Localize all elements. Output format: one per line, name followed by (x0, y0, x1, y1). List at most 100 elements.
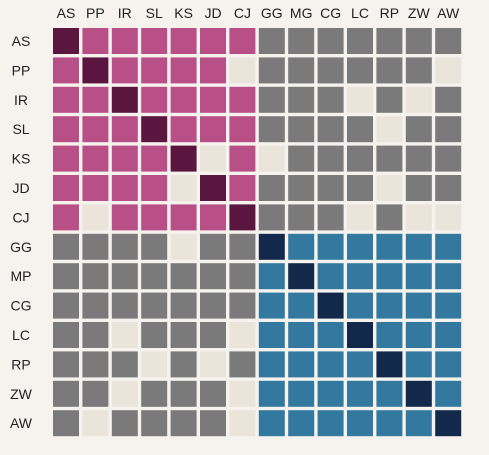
matrix-cell-rp-pp (82, 351, 109, 378)
column-label: ZW (408, 5, 431, 21)
matrix-cell-gg-ks (170, 233, 197, 260)
matrix-cell-pp-jd (200, 57, 226, 84)
column-label: GG (261, 5, 283, 21)
row-label: JD (12, 180, 29, 196)
column-label: MG (290, 5, 313, 21)
matrix-cell-cj-as (53, 204, 79, 231)
matrix-cell-ir-jd (200, 86, 226, 113)
matrix-cell-cj-ks (170, 204, 197, 231)
row-label: MP (11, 268, 32, 284)
matrix-cell-cj-rp (376, 204, 403, 231)
matrix-cell-cg-aw (435, 292, 462, 319)
matrix-cell-mp-cj (229, 263, 256, 290)
matrix-cell-mp-sl (141, 263, 168, 290)
matrix-cell-ks-mg (288, 145, 315, 172)
column-label: RP (380, 5, 399, 21)
matrix-cell-pp-lc (347, 57, 373, 84)
matrix-cell-mp-as (53, 263, 79, 290)
matrix-cell-cj-cg (317, 204, 344, 231)
matrix-cell-jd-zw (405, 175, 432, 201)
matrix-cell-aw-lc (347, 410, 373, 437)
matrix-cell-ks-ir (111, 145, 138, 172)
matrix-cell-cg-gg (258, 292, 285, 319)
matrix-cell-ir-zw (405, 86, 432, 113)
matrix-cell-lc-mg (288, 322, 315, 348)
matrix-cell-jd-cg (317, 175, 344, 201)
matrix-cell-zw-pp (82, 380, 109, 407)
matrix-cell-as-ks (170, 28, 197, 54)
matrix-cell-as-gg (258, 28, 285, 54)
matrix-cell-aw-zw (405, 410, 432, 437)
matrix-cell-ks-sl (141, 145, 168, 172)
matrix-cell-lc-cj (229, 322, 256, 348)
matrix-cell-ir-gg (258, 86, 285, 113)
matrix-cell-aw-cg (317, 410, 344, 437)
matrix-cell-rp-as (53, 351, 79, 378)
matrix-cell-ks-lc (347, 145, 373, 172)
matrix-cell-gg-lc (347, 233, 373, 260)
matrix-cell-gg-mg (288, 233, 315, 260)
matrix-cell-lc-zw (405, 322, 432, 348)
matrix-cell-ir-cg (317, 86, 344, 113)
matrix-cell-jd-cj (229, 175, 256, 201)
matrix-cell-as-lc (347, 28, 373, 54)
matrix-cell-ir-aw (435, 86, 462, 113)
matrix-cell-gg-aw (435, 233, 462, 260)
matrix-cell-sl-sl (141, 116, 168, 143)
matrix-cell-zw-aw (435, 380, 462, 407)
matrix-cell-aw-gg (258, 410, 285, 437)
matrix-cell-ks-cg (317, 145, 344, 172)
column-label: AW (437, 5, 460, 21)
matrix-cell-lc-cg (317, 322, 344, 348)
matrix-cell-aw-sl (141, 410, 168, 437)
matrix-cell-as-mg (288, 28, 315, 54)
matrix-cell-pp-ks (170, 57, 197, 84)
matrix-cell-ks-ks (170, 145, 197, 172)
matrix-cell-aw-aw (435, 410, 462, 437)
matrix-cell-sl-ks (170, 116, 197, 143)
matrix-cell-zw-cj (229, 380, 256, 407)
matrix-cell-lc-rp (376, 322, 403, 348)
matrix-cell-jd-lc (347, 175, 373, 201)
matrix-cell-lc-pp (82, 322, 109, 348)
matrix-cell-jd-ks (170, 175, 197, 201)
matrix-cell-rp-mg (288, 351, 315, 378)
matrix-cell-ks-aw (435, 145, 462, 172)
matrix-cell-mp-gg (258, 263, 285, 290)
matrix-cell-lc-aw (435, 322, 462, 348)
matrix-cell-jd-aw (435, 175, 462, 201)
matrix-cell-mp-lc (347, 263, 373, 290)
matrix-cell-zw-lc (347, 380, 373, 407)
matrix-cell-zw-mg (288, 380, 315, 407)
matrix-cell-sl-pp (82, 116, 109, 143)
row-label: KS (12, 151, 31, 167)
matrix-cell-ks-rp (376, 145, 403, 172)
matrix-cell-zw-ks (170, 380, 197, 407)
matrix-cell-mp-jd (200, 263, 226, 290)
matrix-cell-sl-cg (317, 116, 344, 143)
matrix-cell-rp-cj (229, 351, 256, 378)
matrix-cell-cj-lc (347, 204, 373, 231)
matrix-cell-cj-ir (111, 204, 138, 231)
row-label: LC (12, 327, 30, 343)
matrix-cell-aw-ir (111, 410, 138, 437)
matrix-cell-zw-sl (141, 380, 168, 407)
matrix-cell-lc-gg (258, 322, 285, 348)
matrix-cell-cg-cg (317, 292, 344, 319)
matrix-cell-mp-ks (170, 263, 197, 290)
matrix-cell-sl-cj (229, 116, 256, 143)
matrix-cell-mp-zw (405, 263, 432, 290)
matrix-cell-pp-cg (317, 57, 344, 84)
matrix-cell-ir-rp (376, 86, 403, 113)
matrix-cell-zw-ir (111, 380, 138, 407)
matrix-cell-aw-jd (200, 410, 226, 437)
matrix-cell-sl-aw (435, 116, 462, 143)
matrix-cell-rp-cg (317, 351, 344, 378)
matrix-cell-rp-aw (435, 351, 462, 378)
matrix-cell-pp-aw (435, 57, 462, 84)
matrix-cell-sl-ir (111, 116, 138, 143)
matrix-cell-gg-rp (376, 233, 403, 260)
matrix-cell-as-jd (200, 28, 226, 54)
matrix-cell-pp-gg (258, 57, 285, 84)
